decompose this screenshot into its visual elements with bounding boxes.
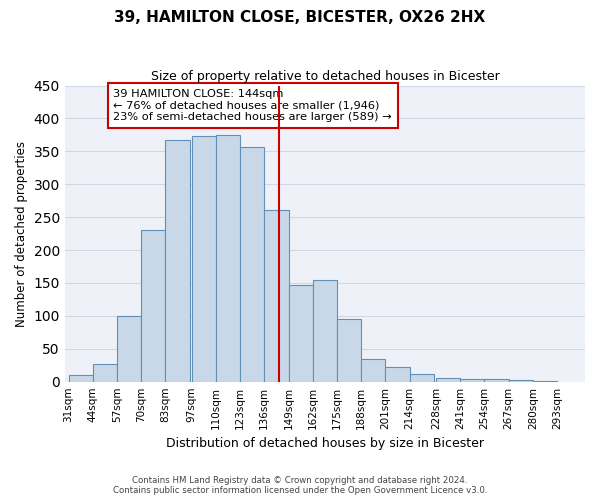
Text: 39 HAMILTON CLOSE: 144sqm
← 76% of detached houses are smaller (1,946)
23% of se: 39 HAMILTON CLOSE: 144sqm ← 76% of detac… [113, 89, 392, 122]
Bar [436, 378, 460, 382]
Title: Size of property relative to detached houses in Bicester: Size of property relative to detached ho… [151, 70, 499, 83]
Bar [166, 140, 190, 382]
Bar [460, 379, 484, 382]
Bar [313, 280, 337, 382]
Bar [337, 319, 361, 382]
Bar [240, 147, 264, 382]
Bar [264, 210, 289, 382]
Y-axis label: Number of detached properties: Number of detached properties [15, 140, 28, 326]
X-axis label: Distribution of detached houses by size in Bicester: Distribution of detached houses by size … [166, 437, 484, 450]
Bar [361, 360, 385, 382]
Bar [93, 364, 117, 382]
Bar [117, 316, 141, 382]
Bar [289, 285, 313, 382]
Bar [533, 381, 557, 382]
Bar [410, 374, 434, 382]
Bar [484, 379, 509, 382]
Bar [216, 135, 240, 382]
Bar [191, 136, 216, 382]
Text: Contains HM Land Registry data © Crown copyright and database right 2024.
Contai: Contains HM Land Registry data © Crown c… [113, 476, 487, 495]
Bar [68, 375, 93, 382]
Bar [141, 230, 166, 382]
Text: 39, HAMILTON CLOSE, BICESTER, OX26 2HX: 39, HAMILTON CLOSE, BICESTER, OX26 2HX [115, 10, 485, 25]
Bar [509, 380, 533, 382]
Bar [385, 367, 410, 382]
